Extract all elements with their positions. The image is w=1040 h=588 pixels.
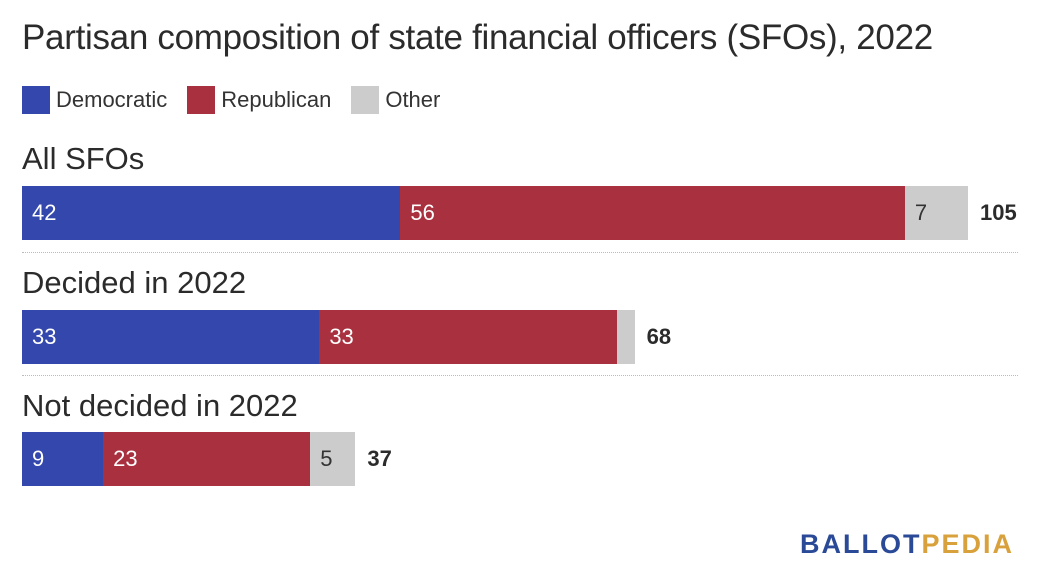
bar-value-label: 33 [32, 324, 57, 349]
legend-item-republican: Republican [187, 86, 331, 114]
legend-swatch-other [351, 86, 380, 114]
bar-value-label: 9 [32, 446, 45, 471]
total-label-all-sfos: 105 [980, 200, 1017, 225]
legend-label-democratic: Democratic [56, 87, 168, 112]
legend-swatch-republican [187, 86, 216, 114]
bar-segment-republican: 23 [103, 432, 311, 486]
bar-value-label: 42 [32, 200, 57, 225]
category-label-decided-2022: Decided in 2022 [22, 265, 247, 300]
logo-text-pedia: PEDIA [921, 529, 1014, 559]
bar-row-all-sfos: 42 56 7 [22, 186, 968, 240]
bar-segment-democratic: 9 [22, 432, 104, 486]
bar-row-decided-2022: 33 33 [22, 310, 635, 364]
bar-segment-other: 7 [904, 186, 968, 240]
bar-value-label: 56 [410, 200, 435, 225]
category-label-all-sfos: All SFOs [22, 141, 145, 176]
bar-value-label: 33 [329, 324, 354, 349]
bar-segment-other [616, 310, 635, 364]
legend-item-other: Other [351, 86, 440, 114]
divider [22, 375, 1018, 376]
bar-segment-democratic: 42 [22, 186, 401, 240]
legend-label-republican: Republican [221, 87, 332, 112]
bar-segment-republican: 56 [400, 186, 905, 240]
bar-row-not-decided-2022: 9 23 5 [22, 432, 356, 486]
bar-value-label: 5 [320, 446, 333, 471]
chart-title: Partisan composition of state financial … [22, 18, 933, 57]
bar-segment-republican: 33 [319, 310, 617, 364]
total-label-not-decided-2022: 37 [367, 446, 392, 471]
logo-text-ballot: BALLOT [799, 529, 922, 559]
ballotpedia-logo: BALLOTPEDIA [800, 529, 1014, 560]
legend: Democratic Republican Other [22, 86, 460, 114]
bar-segment-democratic: 33 [22, 310, 320, 364]
divider [22, 252, 1018, 253]
category-label-not-decided-2022: Not decided in 2022 [22, 388, 298, 423]
legend-item-democratic: Democratic [22, 86, 167, 114]
legend-swatch-democratic [22, 86, 50, 114]
bar-value-label: 7 [914, 200, 928, 225]
bar-value-label: 23 [113, 446, 138, 471]
bar-segment-other: 5 [310, 432, 356, 486]
legend-label-other: Other [385, 87, 441, 112]
total-label-decided-2022: 68 [646, 324, 672, 349]
